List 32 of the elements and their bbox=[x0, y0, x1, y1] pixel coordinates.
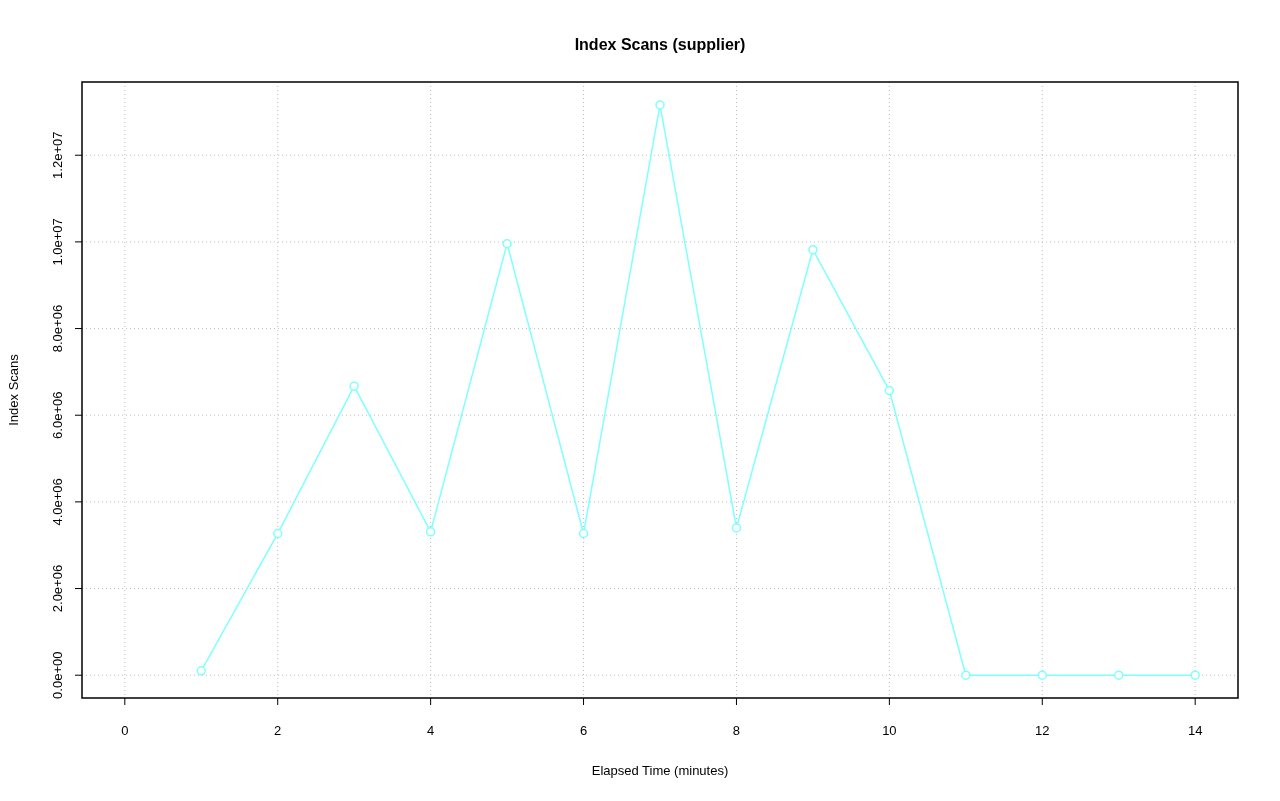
point bbox=[425, 527, 436, 537]
y-tick-label: 1.2e+07 bbox=[50, 131, 65, 179]
y-axis-title: Index Scans bbox=[6, 353, 21, 426]
point bbox=[196, 666, 207, 676]
x-tick-label: 0 bbox=[121, 723, 129, 738]
y-tick-label: 8.0e+06 bbox=[50, 304, 65, 353]
x-tick-label: 6 bbox=[579, 723, 588, 738]
x-axis-title: Elapsed Time (minutes) bbox=[591, 763, 729, 778]
point bbox=[884, 385, 895, 396]
x-tick-label: 14 bbox=[1187, 723, 1203, 738]
point bbox=[808, 244, 818, 255]
point bbox=[578, 528, 589, 539]
point bbox=[1190, 670, 1200, 680]
x-tick-label: 2 bbox=[274, 723, 282, 738]
y-tick-label: 4.0e+06 bbox=[50, 478, 65, 526]
x-tick-label: 8 bbox=[732, 723, 741, 738]
point bbox=[349, 381, 359, 391]
point bbox=[655, 100, 665, 110]
point bbox=[1037, 670, 1048, 680]
point bbox=[272, 528, 283, 539]
y-tick-label: 0.0e+00 bbox=[50, 651, 65, 699]
x-tick-label: 4 bbox=[427, 723, 435, 738]
x-tick-label: 10 bbox=[882, 723, 897, 738]
y-tick-label: 2.0e+06 bbox=[50, 564, 65, 613]
point bbox=[961, 670, 971, 680]
point bbox=[731, 523, 742, 533]
point bbox=[502, 238, 512, 249]
y-tick-label: 1.0e+07 bbox=[50, 218, 65, 266]
chart-title: Index Scans (supplier) bbox=[574, 36, 746, 53]
point bbox=[1113, 670, 1124, 680]
y-tick-label: 6.0e+06 bbox=[50, 391, 65, 439]
x-tick-label: 12 bbox=[1035, 723, 1050, 738]
